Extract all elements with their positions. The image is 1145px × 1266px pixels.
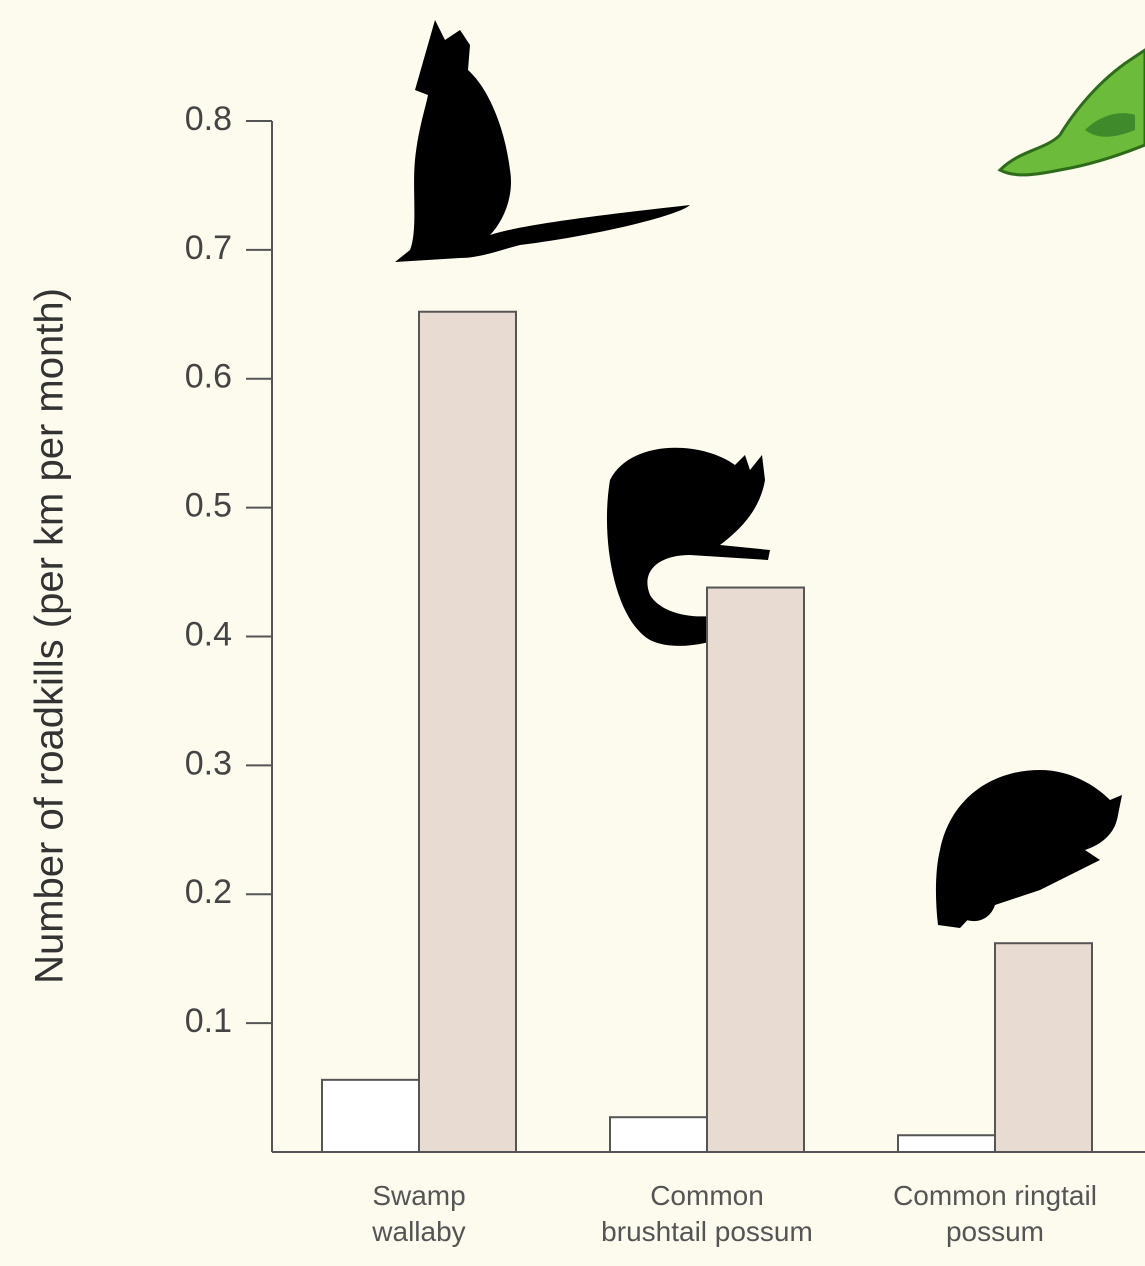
wallaby-silhouette [395,20,690,262]
bar [609,1116,708,1153]
y-tick-label: 0.6 [185,358,232,396]
x-tick-label: Common brushtail possum [601,1180,813,1247]
y-tick-label: 0.1 [185,1002,232,1040]
y-tick-label: 0.2 [185,873,232,911]
x-tick-label: Swamp wallaby [372,1180,466,1247]
bar [418,310,517,1153]
bar [706,586,805,1153]
ringtail-silhouette [935,770,1122,928]
brushtail-silhouette [606,447,770,646]
bar [897,1134,996,1153]
bar [994,942,1093,1153]
y-tick-label: 0.4 [185,615,232,653]
y-axis-label: Number of roadkills (per km per month) [28,288,72,984]
y-tick-label: 0.7 [185,229,232,267]
map-icon [997,48,1145,177]
map-icon-detail [1085,113,1135,137]
y-tick-label: 0.5 [185,487,232,525]
x-tick-label: Common ringtail possum [893,1180,1097,1247]
y-tick-label: 0.3 [185,744,232,782]
y-tick-label: 0.8 [185,100,232,138]
bar [321,1078,420,1153]
